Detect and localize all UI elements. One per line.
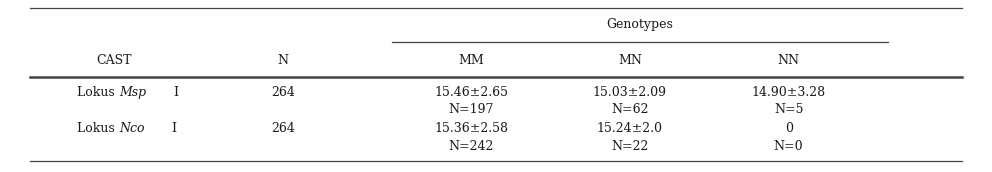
Text: N=197: N=197: [448, 103, 494, 116]
Text: Nco: Nco: [119, 122, 145, 136]
Text: I: I: [172, 122, 177, 136]
Text: CAST: CAST: [96, 54, 132, 67]
Text: Lokus: Lokus: [77, 86, 119, 99]
Text: 15.03±2.09: 15.03±2.09: [593, 86, 667, 99]
Text: N=22: N=22: [611, 140, 649, 153]
Text: MM: MM: [458, 54, 484, 67]
Text: 15.36±2.58: 15.36±2.58: [434, 122, 508, 136]
Text: 14.90±3.28: 14.90±3.28: [752, 86, 825, 99]
Text: N=5: N=5: [774, 103, 804, 116]
Text: Msp: Msp: [119, 86, 146, 99]
Text: 15.24±2.0: 15.24±2.0: [597, 122, 663, 136]
Text: 264: 264: [271, 122, 295, 136]
Text: NN: NN: [778, 54, 800, 67]
Text: Genotypes: Genotypes: [606, 18, 674, 31]
Text: I: I: [174, 86, 179, 99]
Text: Lokus: Lokus: [77, 122, 119, 136]
Text: N=62: N=62: [611, 103, 649, 116]
Text: N=0: N=0: [774, 140, 804, 153]
Text: 15.46±2.65: 15.46±2.65: [434, 86, 508, 99]
Text: N: N: [277, 54, 289, 67]
Text: 264: 264: [271, 86, 295, 99]
Text: MN: MN: [618, 54, 642, 67]
Text: N=242: N=242: [448, 140, 494, 153]
Text: 0: 0: [785, 122, 793, 136]
